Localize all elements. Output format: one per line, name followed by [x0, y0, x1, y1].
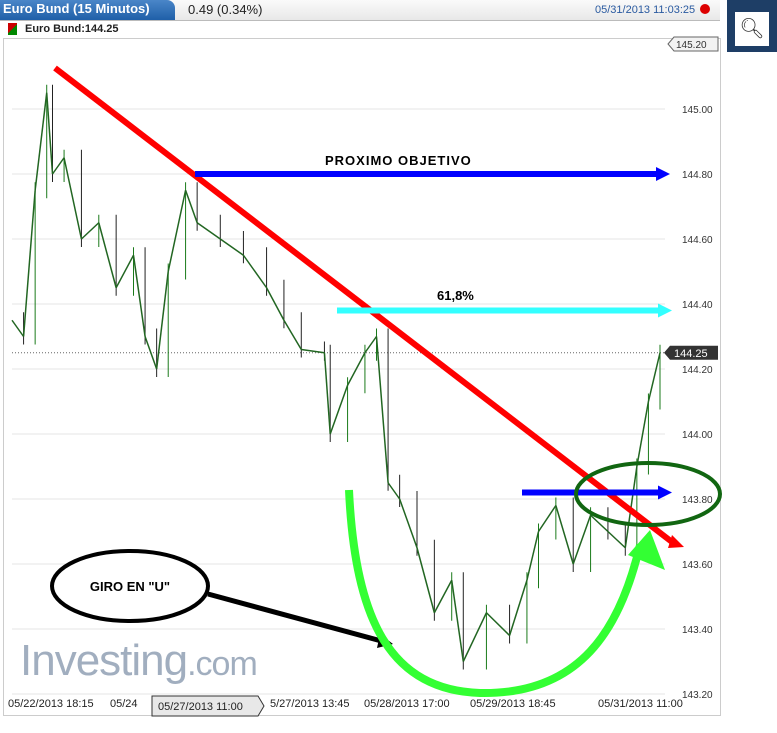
y-top-label: 145.20: [676, 40, 707, 51]
price-segment: [45, 92, 54, 175]
logo-suffix: .com: [187, 645, 258, 683]
price-segment: [242, 254, 268, 289]
y-tick-label: 144.40: [682, 300, 713, 311]
price-segment: [537, 505, 557, 532]
callout-label: GIRO EN "U": [90, 579, 170, 594]
price-segment: [283, 319, 302, 350]
price-segment: [647, 352, 661, 402]
chart-legend: Euro Bund:144.25: [8, 23, 119, 36]
price-segment: [115, 254, 135, 289]
target-label: PROXIMO OBJETIVO: [325, 153, 472, 168]
price-segment: [34, 92, 48, 191]
price-segment: [301, 348, 325, 354]
price-segment: [155, 271, 169, 370]
x-tick-label: 05/24: [110, 698, 138, 710]
x-tick-label: 05/22/2013 18:15: [8, 698, 94, 710]
price-segment: [98, 222, 117, 288]
green-ellipse: [574, 461, 722, 527]
price-segment: [607, 530, 626, 549]
x-tick-label: 05/28/2013 17:00: [364, 698, 450, 710]
x-tick-label: 05/29/2013 18:45: [470, 698, 556, 710]
price-segment: [22, 190, 36, 337]
price-segment: [323, 352, 331, 435]
fib-label: 61,8%: [437, 288, 474, 303]
search-icon[interactable]: 🔍︎: [735, 12, 769, 46]
callout-ellipse: [50, 549, 210, 623]
price-segment: [196, 222, 221, 240]
price-segment: [636, 401, 650, 467]
y-tick-label: 144.80: [682, 170, 713, 181]
y-tick-label: 143.20: [682, 690, 713, 701]
price-segment: [265, 287, 285, 321]
price-segment: [555, 505, 574, 565]
price-segment: [167, 190, 187, 272]
price-segment: [219, 238, 244, 256]
price-segment: [572, 514, 592, 565]
price-segment: [51, 157, 65, 175]
u-curve: [345, 489, 644, 698]
price-segment: [433, 579, 453, 614]
support-arrow-head: [658, 485, 672, 500]
price-segment: [11, 319, 25, 337]
callout-arrow: [207, 591, 386, 645]
y-tick-label: 143.80: [682, 495, 713, 506]
red-trendline: [53, 65, 674, 545]
last-price-marker: [664, 345, 718, 360]
y-tick-label: 145.00: [682, 105, 713, 116]
investing-logo: Investing.com: [20, 636, 258, 689]
y-tick-label: 143.60: [682, 560, 713, 571]
price-segment: [63, 157, 83, 240]
target-arrow-head: [656, 167, 670, 181]
last-price-label: 144.25: [674, 348, 708, 360]
x-tick-label: 5/27/2013 13:45: [270, 698, 350, 710]
price-segment: [364, 336, 378, 354]
red-arrowhead: [668, 535, 684, 548]
price-segment: [387, 482, 401, 500]
x-hover-marker: [151, 695, 265, 717]
tab-bar: Euro Bund (15 Minutos) 0.49 (0.34%) 05/3…: [0, 0, 720, 21]
logo-main: Investing: [20, 636, 188, 685]
u-curve-arrowhead: [628, 530, 665, 570]
timestamp: 05/31/2013 11:03:25: [595, 4, 696, 16]
chart-frame: [3, 38, 721, 716]
price-segment: [590, 514, 609, 533]
instrument-icon: [8, 23, 17, 36]
x-hover-label: 05/27/2013 11:00: [158, 701, 243, 713]
price-segment: [526, 531, 540, 581]
y-tick-label: 144.60: [682, 235, 713, 246]
price-segment: [375, 336, 389, 483]
price-segment: [450, 580, 465, 662]
price-segment: [329, 384, 349, 435]
x-tick-label: 05/31/2013 11:00: [598, 698, 683, 710]
change-value: 0.49 (0.34%): [188, 2, 263, 17]
price-segment: [346, 352, 366, 386]
price-segment: [80, 222, 100, 240]
y-tick-label: 143.40: [682, 625, 713, 636]
price-segment: [508, 580, 528, 636]
tab-euro-bund[interactable]: Euro Bund (15 Minutos): [0, 0, 175, 20]
price-segment: [144, 336, 158, 370]
y-tick-label: 144.00: [682, 430, 713, 441]
price-segment: [132, 255, 146, 337]
fib-arrow-head: [658, 303, 672, 318]
price-segment: [184, 189, 198, 224]
price-segment: [485, 612, 511, 637]
price-segment: [462, 612, 488, 662]
red-dot-icon[interactable]: [700, 4, 710, 14]
price-segment: [416, 547, 436, 613]
legend-label: Euro Bund:144.25: [25, 23, 119, 35]
y-tick-label: 144.20: [682, 365, 713, 376]
y-top-marker: [667, 36, 719, 52]
price-segment: [398, 498, 418, 549]
